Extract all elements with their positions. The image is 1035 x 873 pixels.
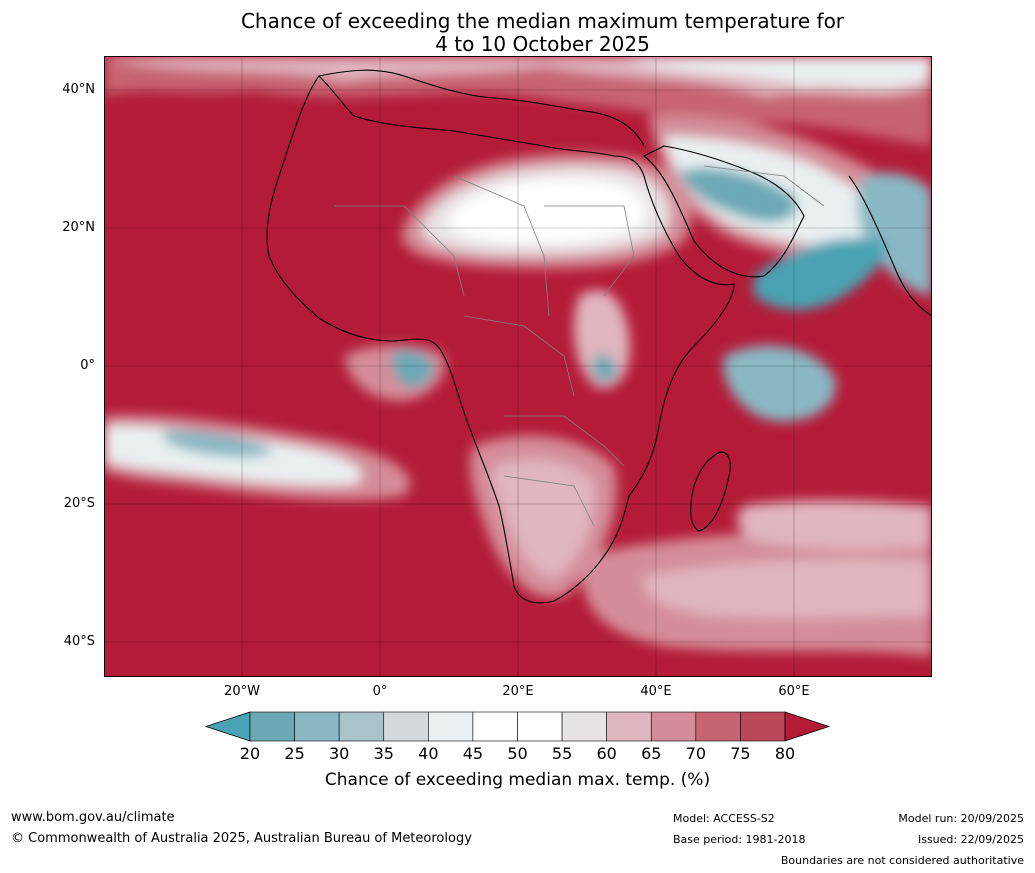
colorbar-tick-label: 30 <box>328 744 350 763</box>
lat-label-20n: 20°N <box>62 220 95 235</box>
field-lake-victoria <box>592 354 617 383</box>
border-5 <box>504 415 625 467</box>
colorbar-label: Chance of exceeding median max. temp. (%… <box>325 770 710 790</box>
field-guinea-teal <box>392 349 434 388</box>
border-3 <box>544 205 635 297</box>
footer-base-period: Base period: 1981-2018 <box>673 833 806 846</box>
field-turkey-white <box>624 56 932 87</box>
colorbar-tick-label: 50 <box>507 744 528 763</box>
colorbar-segments <box>204 711 831 742</box>
coast-madagascar <box>690 451 731 532</box>
field-east-africa <box>574 290 630 389</box>
coast-europe <box>318 69 645 147</box>
colorbar-tick-label: 60 <box>596 744 617 763</box>
colorbar-tick-label: 40 <box>418 744 439 763</box>
field-south-africa-light <box>492 458 595 577</box>
lon-label-20e: 20°E <box>502 684 534 699</box>
colorbar-tick-label: 45 <box>462 744 484 763</box>
colorbar-segment <box>249 711 295 742</box>
colorbar-extend-low <box>204 711 251 742</box>
colorbar-tick-label: 35 <box>373 744 394 763</box>
colorbar-segment <box>383 711 429 742</box>
border-4 <box>463 315 575 397</box>
border-7 <box>703 165 825 207</box>
colorbar-tick-label: 80 <box>774 744 796 763</box>
colorbar-tick-label: 65 <box>641 744 662 763</box>
lat-label-20s: 20°S <box>63 496 95 511</box>
field-india <box>857 172 932 296</box>
footer-url: www.bom.gov.au/climate <box>11 810 175 825</box>
colorbar-label-text: Chance of exceeding median max. temp. (%… <box>324 770 711 790</box>
border-6 <box>503 475 595 527</box>
lon-label-0: 0° <box>372 684 388 699</box>
colorbar-tick-label: 70 <box>685 744 707 763</box>
map-canvas <box>104 56 932 677</box>
colorbar-segment <box>740 711 786 742</box>
colorbar-tick-label: 25 <box>284 744 305 763</box>
colorbar-segment <box>517 711 563 742</box>
border-2 <box>453 175 550 317</box>
colorbar-segment <box>294 711 340 742</box>
colorbar-segment <box>472 711 518 742</box>
lat-label-40s: 40°S <box>63 634 95 649</box>
coast-africa <box>266 75 735 604</box>
field-indian-south <box>737 500 932 550</box>
colorbar-tick-label: 20 <box>239 744 261 763</box>
coastlines-sharp <box>266 69 932 604</box>
map-border <box>104 56 932 677</box>
footer-copyright: © Commonwealth of Australia 2025, Austra… <box>11 831 472 846</box>
field-ocean-eq <box>723 345 836 422</box>
field-atlantic-teal <box>162 430 274 458</box>
field-arabian-sea <box>754 237 886 311</box>
field-southern-ocean-light <box>643 559 932 619</box>
coast-india <box>848 175 932 317</box>
lat-label-0: 0° <box>80 358 95 373</box>
colorbar-segment <box>695 711 741 742</box>
lat-label-40n: 40°N <box>62 82 95 97</box>
map-title-line-2: 4 to 10 October 2025 <box>435 32 650 56</box>
colorbar-segment <box>338 711 385 742</box>
colorbar-segment <box>561 711 607 742</box>
colorbar-extend-high <box>784 711 831 742</box>
footer-model: Model: ACCESS-S2 <box>673 812 775 825</box>
footer-issued: Issued: 22/09/2025 <box>917 833 1024 846</box>
coast-arabia <box>642 145 805 278</box>
colorbar-segment <box>606 711 652 742</box>
colorbar-segment <box>650 711 697 742</box>
field-sahara-core <box>447 179 646 244</box>
border-1 <box>334 205 465 297</box>
probability-map <box>104 56 932 677</box>
lon-label-20w: 20°W <box>224 684 260 699</box>
map-title-line-1: Chance of exceeding the median maximum t… <box>240 9 845 33</box>
lon-label-60e: 60°E <box>778 684 810 699</box>
field-arabia-teal <box>679 167 797 223</box>
colorbar-tick-label: 75 <box>730 744 751 763</box>
country-borders <box>334 165 825 527</box>
footer-model-run: Model run: 20/09/2025 <box>898 812 1024 825</box>
graticule <box>104 56 932 677</box>
lon-label-40e: 40°E <box>640 684 672 699</box>
colorbar-segment <box>428 711 474 742</box>
footer-boundaries-note: Boundaries are not considered authoritat… <box>780 854 1024 867</box>
colorbar-tick-label: 55 <box>551 744 573 763</box>
